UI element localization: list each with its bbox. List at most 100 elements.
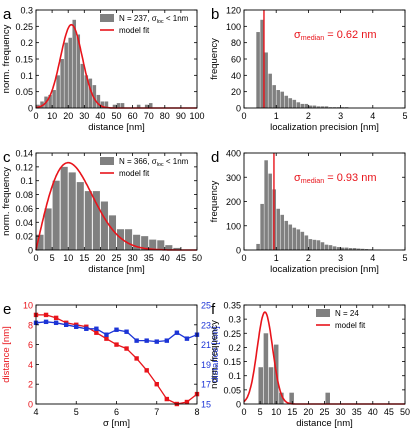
y-tick-label-c: 0.06 xyxy=(15,204,33,214)
series-point-left xyxy=(53,315,59,321)
histogram-bar-d xyxy=(292,227,297,250)
x-tick-label-c: 30 xyxy=(128,253,138,263)
histogram-bar-a xyxy=(136,104,141,108)
y-tick-label-e: 2 xyxy=(28,380,33,390)
histogram-bar-c xyxy=(141,236,149,250)
y-tick-label-d: 300 xyxy=(226,173,241,183)
x-tick-label-c: 45 xyxy=(176,253,186,263)
x-tick-label-a: 20 xyxy=(63,111,73,121)
x-tick-label-a: 100 xyxy=(189,111,204,121)
histogram-bar-d xyxy=(336,247,341,250)
histogram-bar-d xyxy=(332,246,337,250)
series-point-right xyxy=(104,332,109,337)
histogram-bar-b xyxy=(308,105,313,108)
y-tick-label-e: 10 xyxy=(23,301,33,311)
y-tick-label-right-e: 21 xyxy=(201,340,211,350)
histogram-bar-f xyxy=(268,367,274,404)
histogram-bar-d xyxy=(308,239,313,250)
panel-a: 0 10 20 30 40 50 60 70 80 90 100 0 0.05 0.1 0.15 0.2 0.2… xyxy=(1,6,205,134)
histogram-bar-a xyxy=(72,19,77,108)
y-tick-label-c: 0.08 xyxy=(15,190,33,200)
series-point-left xyxy=(124,346,129,351)
x-tick-label-e: 8 xyxy=(194,407,199,417)
series-point-right xyxy=(154,339,159,344)
x-tick-label-d: 0 xyxy=(241,253,246,263)
series-point-left xyxy=(114,342,119,347)
x-tick-label-a: 90 xyxy=(176,111,186,121)
series-point-right xyxy=(124,329,129,334)
histogram-bar-c xyxy=(165,245,173,250)
series-point-right xyxy=(94,326,99,331)
histogram-bar-a xyxy=(92,85,97,108)
x-tick-label-f: 30 xyxy=(336,407,346,417)
x-tick-label-c: 50 xyxy=(192,253,202,263)
series-point-right xyxy=(134,338,139,343)
y-tick-label-a: 0 xyxy=(28,104,33,114)
x-tick-label-b: 3 xyxy=(338,111,343,121)
x-tick-label-f: 5 xyxy=(258,407,263,417)
x-tick-label-e: 5 xyxy=(74,407,79,417)
panel-label-b: b xyxy=(211,6,219,23)
series-point-right xyxy=(144,338,149,343)
histogram-bar-c xyxy=(116,229,125,250)
histogram-bar-c xyxy=(44,208,52,250)
x-tick-label-b: 4 xyxy=(370,111,375,121)
x-tick-label-f: 50 xyxy=(400,407,410,417)
x-axis-label-f: distance [nm] xyxy=(296,418,353,428)
y-tick-label-c: 0.02 xyxy=(15,232,33,242)
y-tick-label-a: 0.1 xyxy=(20,71,33,81)
histogram-bar-a xyxy=(120,103,125,108)
x-axis-label-d: localization precision [nm] xyxy=(270,264,379,275)
panel-label-f: f xyxy=(211,301,216,318)
y-tick-label-e: 6 xyxy=(28,340,33,350)
histogram-bar-d xyxy=(284,220,289,250)
histogram-bar-d xyxy=(328,245,333,250)
histogram-bar-a xyxy=(116,103,121,108)
panel-d: σmedian = 0.93 nm 0 1 2 3 4 5 0 100 200 300 400 loca… xyxy=(209,149,408,276)
x-tick-label-a: 30 xyxy=(79,111,89,121)
series-point-left xyxy=(144,368,149,373)
series-point-right xyxy=(53,320,59,326)
model-fit-curve-c xyxy=(35,161,197,251)
legend-label-fit-c: model fit xyxy=(119,169,150,178)
model-fit-curve-a xyxy=(35,23,197,109)
x-axis-label-e: σ [nm] xyxy=(103,418,130,428)
x-tick-label-f: 25 xyxy=(319,407,329,417)
x-tick-label-a: 60 xyxy=(128,111,138,121)
x-tick-label-e: 4 xyxy=(33,407,38,417)
series-point-left xyxy=(94,330,99,335)
panel-c: 0 5 10 15 20 25 30 35 40 45 50 0 0.02 0.04 0.06 0.08 0.1… xyxy=(1,149,202,276)
y-axis-label-e: distance [nm] xyxy=(1,326,12,383)
y-tick-label-c: 0 xyxy=(28,246,33,256)
histogram-bar-f xyxy=(279,392,284,404)
y-tick-label-c: 0.12 xyxy=(15,162,33,172)
x-tick-label-b: 5 xyxy=(402,111,407,121)
y-tick-label-b: 100 xyxy=(226,22,241,32)
y-tick-label-e: 4 xyxy=(28,360,33,370)
histogram-bar-c xyxy=(68,172,76,250)
y-tick-label-f: 0.35 xyxy=(223,301,241,311)
series-point-left xyxy=(184,399,190,405)
histogram-bar-a xyxy=(144,104,149,108)
histogram-bar-c xyxy=(92,191,100,250)
histogram-bar-c xyxy=(52,180,60,250)
legend-label-fit-a: model fit xyxy=(119,26,150,35)
histogram-bar-c xyxy=(157,240,165,250)
histogram-bar-a xyxy=(96,94,101,108)
x-tick-label-f: 35 xyxy=(352,407,362,417)
x-tick-label-e: 7 xyxy=(154,407,159,417)
histogram-bar-f xyxy=(263,333,269,404)
y-tick-label-a: 0.05 xyxy=(15,87,33,97)
y-tick-label-b: 120 xyxy=(226,6,241,16)
x-axis-label-a: distance [nm] xyxy=(88,122,145,133)
y-tick-label-f: 0 xyxy=(236,400,241,410)
histogram-bar-b xyxy=(312,105,317,108)
histogram-bar-b xyxy=(260,19,264,108)
histogram-bar-d xyxy=(260,203,264,250)
histogram-bar-c xyxy=(76,182,84,250)
x-tick-label-c: 35 xyxy=(144,253,154,263)
histogram-bar-b xyxy=(288,98,293,108)
histogram-bar-a xyxy=(112,104,117,108)
series-point-left xyxy=(104,336,109,341)
